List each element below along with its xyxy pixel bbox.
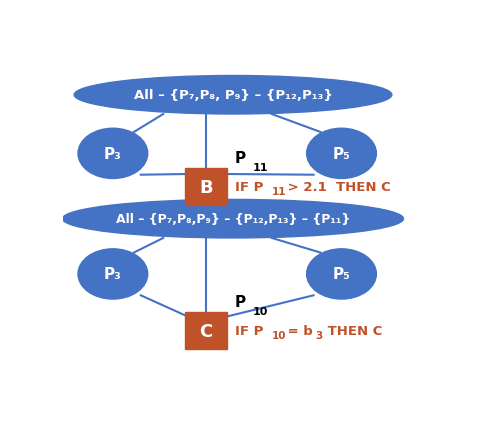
Text: P: P [235, 151, 246, 166]
Text: = b: = b [284, 325, 313, 338]
Text: C: C [199, 322, 212, 340]
Text: 10: 10 [272, 330, 286, 340]
Text: 3: 3 [316, 330, 323, 340]
Ellipse shape [78, 129, 148, 179]
Text: P₃: P₃ [104, 267, 122, 282]
Text: 11: 11 [252, 162, 268, 172]
Text: P: P [235, 294, 246, 309]
Ellipse shape [74, 76, 392, 115]
Ellipse shape [62, 200, 404, 238]
Text: IF P: IF P [235, 325, 264, 338]
Text: THEN C: THEN C [324, 325, 382, 338]
Text: All – {P₇,P₈,P₉} – {P₁₂,P₁₃} – {P₁₁}: All – {P₇,P₈,P₉} – {P₁₂,P₁₃} – {P₁₁} [116, 213, 350, 226]
Text: 10: 10 [252, 306, 268, 316]
Text: P₅: P₅ [332, 147, 350, 161]
Ellipse shape [306, 249, 376, 299]
Text: P₅: P₅ [332, 267, 350, 282]
Text: All – {P₇,P₈, P₉} – {P₁₂,P₁₃}: All – {P₇,P₈, P₉} – {P₁₂,P₁₃} [134, 89, 332, 102]
Text: B: B [199, 178, 212, 197]
Ellipse shape [306, 129, 376, 179]
Text: > 2.1  THEN C: > 2.1 THEN C [284, 181, 391, 194]
FancyBboxPatch shape [184, 313, 227, 349]
Text: 11: 11 [272, 187, 286, 197]
Text: IF P: IF P [235, 181, 264, 194]
Ellipse shape [78, 249, 148, 299]
Text: P₃: P₃ [104, 147, 122, 161]
FancyBboxPatch shape [184, 169, 227, 206]
